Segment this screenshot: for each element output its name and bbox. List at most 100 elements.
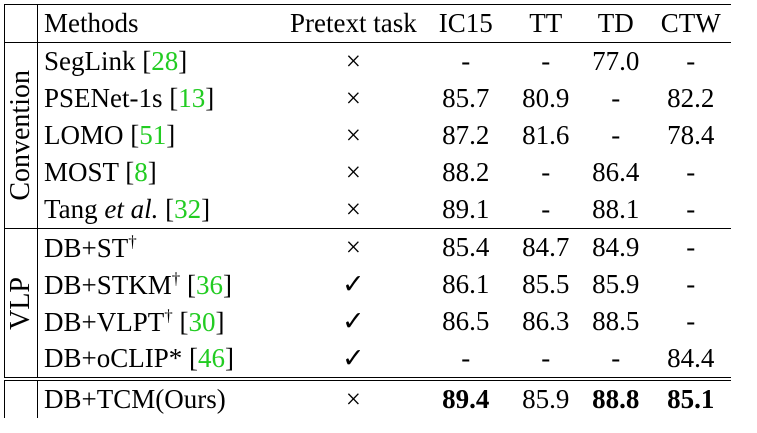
value-cell: - [541,157,551,187]
value-cell: 89.1 [442,194,490,224]
value-cell: - [541,343,551,373]
value-cell: 84.9 [580,228,651,266]
value-cell: 84.4 [667,343,715,373]
value-cell: 88.8 [580,377,651,418]
table-row: DB+VLPT† [30] ✓ 86.5 86.3 88.5 - [5,303,731,340]
method-text: MOST [ [44,157,135,187]
group-cell [4,377,38,418]
group-label: Convention [5,70,36,201]
value-cell: 86.4 [592,157,640,187]
value-cell: × [286,228,421,266]
citation: 13 [178,83,206,113]
value-cell: 81.6 [522,120,570,150]
value-cell: ✓ [342,343,365,373]
value-cell: - [541,194,551,224]
value-cell: 88.2 [442,157,490,187]
value-cell: × [345,157,361,187]
method-cell: Tang et al. [32] [38,191,287,229]
method-cell: DB+oCLIP* [46] [38,340,287,379]
header-cell: IC15 [420,4,511,43]
value-cell: 86.5 [442,306,490,336]
value-cell: × [286,42,421,80]
citation: 36 [196,269,223,300]
method-text: ] [166,120,176,150]
value-cell: - [686,269,696,299]
method-cell: DB+VLPT† [30] [38,303,287,340]
citation: 51 [139,120,167,150]
value-cell: - [420,42,511,80]
value-cell: - [461,343,471,373]
method-text: DB+oCLIP* [ [44,343,198,373]
value-cell: 84.7 [510,228,581,266]
method-text: ] [205,83,215,113]
value-cell: - [650,228,731,266]
value-cell: 77.0 [580,42,651,80]
value-cell: 86.1 [442,269,490,299]
value-cell: 88.5 [592,306,640,336]
citation: 32 [174,194,202,224]
method-text: Tang [44,194,105,224]
table-row: LOMO [51] × 87.2 81.6 - 78.4 [5,117,731,154]
value-cell: - [510,42,581,80]
value-cell: - [611,83,621,113]
value-cell: 87.2 [442,120,490,150]
table-row: VLP DB+ST† × 85.4 84.7 84.9- [4,228,731,379]
value-cell: - [611,120,621,150]
results-table: Methods Pretext task IC15 TT TD CTW Convention… [4,4,731,418]
value-cell: ✓ [342,269,365,299]
method-text: † [164,305,173,325]
value-cell: × [345,120,361,150]
method-text: † [128,231,137,251]
value-cell: - [686,157,696,187]
citation: 28 [151,46,179,76]
method-text: † [171,268,181,288]
value-cell: × [286,377,421,418]
method-text: SegLink [ [44,46,152,76]
header-cell: TT [510,4,581,43]
method-text: LOMO [ [44,120,140,150]
value-cell: - [611,343,621,373]
table-row: Tang et al. [32] × 89.1 - 88.1 - [5,191,731,229]
table-row: PSENet-1s [13] × 85.7 80.9 - 82.2 [5,80,731,117]
header-cell: CTW [650,4,731,43]
method-text: DB+STKM [44,269,172,300]
citation: 8 [134,157,148,187]
table-row: DB+STKM† [36] ✓ 86.1 85.5 85.9 - [5,266,731,303]
group-cell [4,4,38,43]
value-cell: 78.4 [667,120,715,150]
method-text: ] [201,194,211,224]
method-text: DB+VLPT [44,306,165,337]
value-cell: 88.1 [592,194,640,224]
group-cell: Convention [4,42,38,229]
header-row: Methods Pretext task IC15 TT TD CTW [4,4,731,43]
header-cell: Pretext task [286,4,421,43]
table-row: Convention SegLink [28] × - -77.0- [4,42,731,229]
value-cell: × [345,194,361,224]
method-text: PSENet-1s [ [44,83,179,113]
method-text: [ [158,194,175,224]
method-cell: DB+ST† [37,228,286,266]
method-cell: SegLink [28] [37,42,286,80]
citation: 30 [188,306,216,337]
method-text: ] [147,157,157,187]
method-text: ] [215,306,225,337]
header-cell: Methods [37,4,286,43]
value-cell: - [686,306,696,336]
method-text: DB+ST [44,232,129,263]
value-cell: - [686,194,696,224]
method-text: DB+TCM(Ours) [44,384,226,414]
value-cell: 85.5 [522,269,570,299]
group-cell: VLP [4,228,38,379]
value-cell: 89.4 [420,377,511,418]
method-text: ] [178,46,188,76]
value-cell: 86.3 [522,306,570,336]
method-text: [ [172,306,189,337]
table-row: DB+oCLIP* [46] ✓ - - - 84.4 [5,340,731,379]
value-cell: 85.1 [650,377,731,418]
header-cell: TD [580,4,651,43]
value-cell: × [345,83,361,113]
method-cell: PSENet-1s [13] [38,80,287,117]
value-cell: 82.2 [667,83,715,113]
method-text: ] [224,343,234,373]
